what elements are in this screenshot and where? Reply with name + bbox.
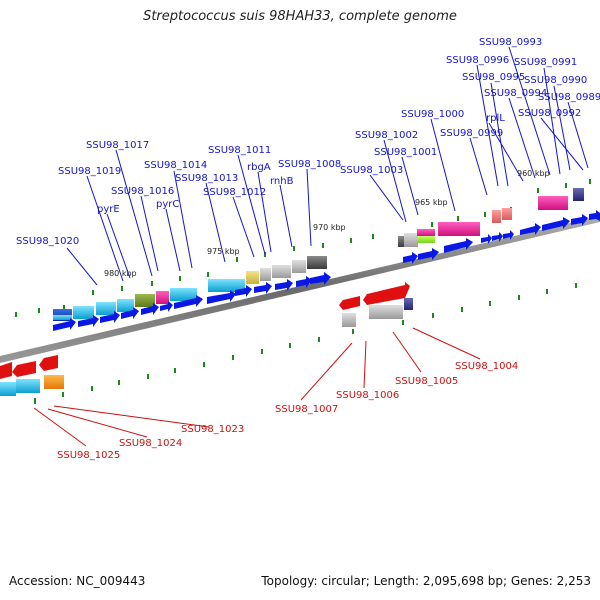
gene-label[interactable]: SSU98_1007 (275, 404, 338, 415)
gene-label[interactable]: SSU98_1004 (455, 361, 518, 372)
reverse-features (0, 282, 413, 396)
reverse-gene-labels: SSU98_1025 SSU98_1024 SSU98_1023 SSU98_1… (57, 361, 518, 461)
gene-label[interactable]: SSU98_1014 (144, 160, 207, 171)
gene-label[interactable]: SSU98_1013 (175, 173, 238, 184)
gene-label[interactable]: SSU98_1000 (401, 109, 464, 120)
kbp-label: 970 kbp (313, 223, 346, 232)
gene-label[interactable]: SSU98_0990 (524, 75, 587, 86)
gene-label[interactable]: SSU98_1006 (336, 390, 399, 401)
gene-label[interactable]: SSU98_0996 (446, 55, 509, 66)
gene-label[interactable]: SSU98_0989 (538, 92, 600, 103)
gene-label[interactable]: SSU98_0994 (484, 88, 547, 99)
gene-label[interactable]: SSU98_0999 (440, 128, 503, 139)
forward-gene-labels: SSU98_1020 SSU98_1019 pyrE SSU98_1017 SS… (16, 37, 600, 247)
map-title: Streptococcus suis 98HAH33, complete gen… (143, 9, 457, 24)
genome-backbone (0, 216, 600, 363)
gene-label[interactable]: SSU98_1023 (181, 424, 244, 435)
gene-label[interactable]: rnhB (270, 176, 294, 187)
gene-label[interactable]: SSU98_1008 (278, 159, 341, 170)
gene-label[interactable]: SSU98_1011 (208, 145, 271, 156)
gene-label[interactable]: SSU98_0991 (514, 57, 577, 68)
gene-label[interactable]: pyrE (97, 204, 120, 215)
forward-arrows (53, 210, 600, 331)
gene-label[interactable]: SSU98_1012 (203, 187, 266, 198)
tick-marks (15, 179, 591, 404)
kbp-label: 965 kbp (415, 198, 448, 207)
gene-label[interactable]: SSU98_1017 (86, 140, 149, 151)
gene-label[interactable]: SSU98_1025 (57, 450, 120, 461)
gene-label[interactable]: SSU98_1002 (355, 130, 418, 141)
accession-text: Accession: NC_009443 (9, 574, 146, 588)
reverse-leaders (33, 327, 481, 447)
gene-label[interactable]: SSU98_1001 (374, 147, 437, 158)
gene-label[interactable]: SSU98_1005 (395, 376, 458, 387)
gene-label[interactable]: SSU98_0992 (518, 108, 581, 119)
gene-label[interactable]: rbgA (247, 162, 271, 173)
forward-leaders (66, 46, 589, 286)
gene-label[interactable]: SSU98_1016 (111, 186, 174, 197)
forward-cog-boxes (53, 188, 584, 321)
gene-label[interactable]: SSU98_1003 (340, 165, 403, 176)
gene-label[interactable]: SSU98_1019 (58, 166, 121, 177)
gene-label[interactable]: SSU98_1020 (16, 236, 79, 247)
genome-stats-text: Topology: circular; Length: 2,095,698 bp… (261, 574, 591, 588)
gene-label[interactable]: SSU98_1024 (119, 438, 182, 449)
kbp-label: 975 kbp (207, 247, 240, 256)
gene-label[interactable]: SSU98_0995 (462, 72, 525, 83)
gene-label[interactable]: SSU98_0993 (479, 37, 542, 48)
gene-label[interactable]: rplL (486, 113, 505, 124)
gene-label[interactable]: pyrC (156, 199, 179, 210)
